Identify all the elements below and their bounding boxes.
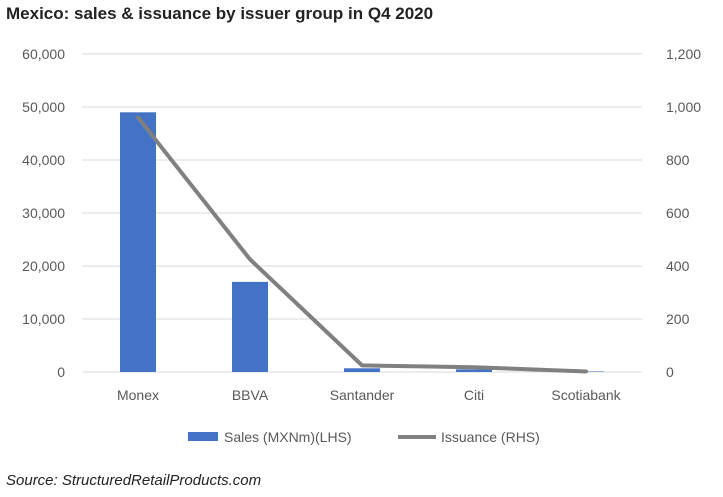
- legend-label-issuance: Issuance (RHS): [441, 429, 540, 445]
- legend: Sales (MXNm)(LHS) Issuance (RHS): [188, 429, 540, 445]
- left-axis-tick-label: 30,000: [22, 205, 65, 221]
- left-axis-ticks: 0 10,000 20,000 30,000 40,000 50,000 60,000: [22, 46, 65, 380]
- left-axis-tick-label: 0: [57, 364, 65, 380]
- left-axis-tick-label: 50,000: [22, 99, 65, 115]
- right-axis-tick-label: 200: [666, 311, 690, 327]
- category-axis-ticks: Monex BBVA Santander Citi Scotiabank: [117, 387, 622, 403]
- chart-title: Mexico: sales & issuance by issuer group…: [6, 4, 434, 23]
- category-label: Citi: [464, 387, 484, 403]
- category-label: Monex: [117, 387, 159, 403]
- bar-series: [120, 112, 604, 373]
- right-axis-tick-label: 0: [666, 364, 674, 380]
- left-axis-tick-label: 40,000: [22, 152, 65, 168]
- left-axis-tick-label: 20,000: [22, 258, 65, 274]
- bar: [232, 281, 268, 372]
- bar: [456, 369, 492, 372]
- right-axis-tick-label: 600: [666, 205, 690, 221]
- bar: [120, 112, 156, 373]
- legend-swatch-sales: [188, 432, 218, 441]
- right-axis-ticks: 0 200 400 600 800 1,000 1,200: [666, 46, 701, 380]
- left-axis-tick-label: 10,000: [22, 311, 65, 327]
- bar: [344, 368, 380, 372]
- right-axis-tick-label: 800: [666, 152, 690, 168]
- category-label: Santander: [330, 387, 395, 403]
- gridlines: [82, 53, 642, 373]
- category-label: BBVA: [232, 387, 269, 403]
- right-axis-tick-label: 1,000: [666, 99, 701, 115]
- issuance-line: [136, 115, 588, 374]
- right-axis-tick-label: 400: [666, 258, 690, 274]
- category-label: Scotiabank: [551, 387, 621, 403]
- left-axis-tick-label: 60,000: [22, 46, 65, 62]
- legend-label-sales: Sales (MXNm)(LHS): [224, 429, 352, 445]
- source-note: Source: StructuredRetailProducts.com: [6, 472, 262, 489]
- line-series: [136, 115, 588, 374]
- right-axis-tick-label: 1,200: [666, 46, 701, 62]
